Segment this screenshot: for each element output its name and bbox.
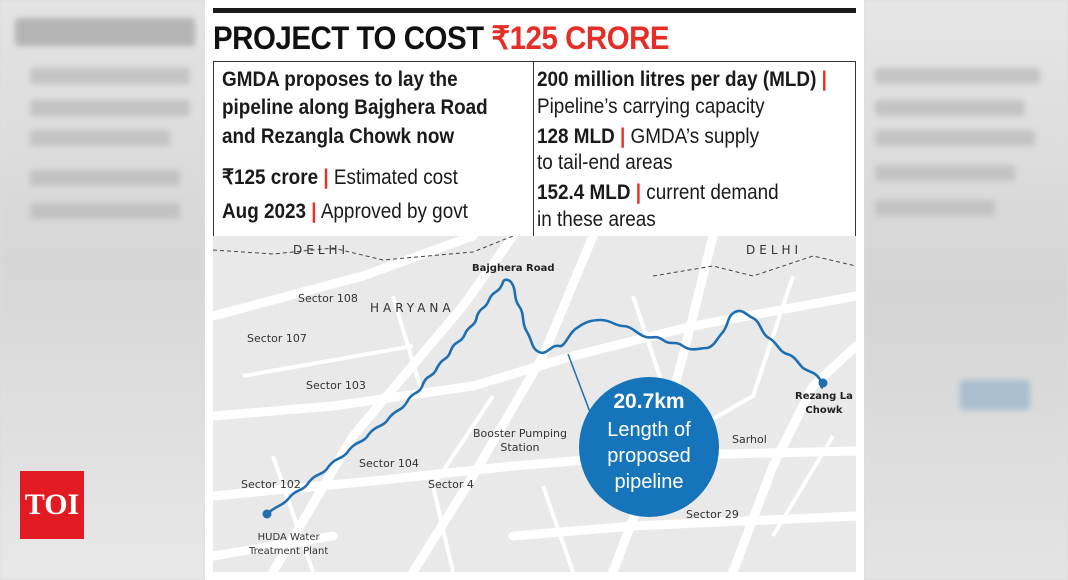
background-blur (30, 68, 190, 84)
headline-line-1: GMDA proposes to lay the (222, 68, 458, 91)
separator: | (635, 181, 642, 204)
map-graphic (213, 236, 856, 572)
fact-capacity-value: 200 million litres per day (MLD) (537, 68, 817, 91)
separator: | (821, 68, 827, 91)
headline-line-3: and Rezangla Chowk now (222, 125, 455, 148)
huda-plant-label: HUDA Water Treatment Plant (249, 531, 328, 559)
fact-capacity-label: Pipeline’s carrying capacity (537, 95, 765, 118)
fact-supply-value: 128 MLD (537, 125, 615, 148)
sector-29-label: Sector 29 (686, 508, 739, 521)
sector-104-label: Sector 104 (359, 457, 419, 470)
fact-approval-label: Approved by govt (320, 200, 468, 223)
state-border-right (652, 255, 856, 277)
toi-logo: TOI (20, 471, 84, 539)
delhi-label-left: DELHI (293, 243, 350, 257)
background-blur (875, 130, 1035, 146)
rezang-line-2: Chowk (805, 405, 843, 416)
bajghera-road-label: Bajghera Road (472, 263, 555, 274)
sector-103-label: Sector 103 (306, 379, 366, 392)
sector-107-label: Sector 107 (247, 332, 307, 345)
background-right (864, 0, 1068, 580)
sector-4-label: Sector 4 (428, 478, 474, 491)
huda-line-1: HUDA Water (257, 532, 320, 543)
infographic-panel: PROJECT TO COST ₹125 CRORE GMDA proposes… (205, 0, 864, 580)
fact-demand-label-2: in these areas (537, 208, 656, 231)
separator: | (311, 200, 317, 223)
separator: | (619, 125, 626, 148)
column-divider (533, 62, 534, 237)
info-box: GMDA proposes to lay the pipeline along … (213, 61, 856, 237)
fact-supply: 128 MLD | GMDA’s supply (537, 123, 759, 150)
delhi-label-right: DELHI (746, 243, 803, 257)
huda-line-2: Treatment Plant (249, 546, 329, 557)
booster-station-label: Booster Pumping Station (473, 427, 567, 455)
background-blur (30, 170, 180, 186)
separator: | (323, 166, 329, 189)
haryana-label: HARYANA (370, 301, 455, 315)
pipeline-route (266, 278, 824, 515)
fact-cost-value: ₹125 crore (222, 166, 319, 189)
callout-line-2: proposed (607, 445, 691, 467)
sector-108-label: Sector 108 (298, 292, 358, 305)
top-rule (213, 8, 856, 13)
headline-line-2: pipeline along Bajghera Road (222, 96, 488, 119)
background-blur (30, 130, 170, 146)
fact-approval-value: Aug 2023 (222, 200, 307, 223)
fact-capacity: 200 million litres per day (MLD) | (537, 66, 827, 93)
booster-line-2: Station (500, 441, 540, 454)
callout-line-1: Length of (607, 419, 691, 441)
fact-supply-label: GMDA’s supply (630, 125, 760, 148)
fact-demand-label: current demand (646, 181, 779, 204)
callout-value: 20.7km (613, 390, 685, 413)
background-blur (875, 68, 1040, 84)
pipeline-map: DELHI DELHI HARYANA Bajghera Road Sector… (213, 236, 856, 572)
title-main: PROJECT TO COST (213, 20, 492, 56)
fact-demand-value: 152.4 MLD (537, 181, 631, 204)
roads (213, 236, 856, 572)
fact-cost: ₹125 crore | Estimated cost (222, 164, 458, 191)
callout-line-3: pipeline (614, 471, 684, 493)
rezang-line-1: Rezang La (795, 391, 853, 402)
fact-cost-label: Estimated cost (333, 166, 458, 189)
fact-demand: 152.4 MLD | current demand (537, 179, 779, 206)
state-border-left (213, 236, 514, 261)
background-blur (875, 200, 995, 216)
rezang-chowk-marker (818, 378, 828, 388)
rezang-la-chowk-label: Rezang La Chowk (795, 390, 853, 418)
background-blur (15, 18, 195, 46)
background-blur (875, 165, 1015, 181)
fact-approval: Aug 2023 | Approved by govt (222, 198, 468, 225)
infographic-title: PROJECT TO COST ₹125 CRORE (213, 18, 670, 58)
huda-plant-marker (262, 509, 272, 519)
background-blur (960, 380, 1030, 410)
sector-102-label: Sector 102 (241, 478, 301, 491)
minor-roads (242, 275, 835, 572)
callout-text: Length of proposed pipeline (579, 417, 719, 495)
background-blur (30, 203, 180, 219)
background-blur (875, 100, 1025, 116)
fact-supply-label-2: to tail-end areas (537, 151, 673, 174)
booster-line-1: Booster Pumping (473, 427, 567, 440)
background-blur (30, 100, 190, 116)
pipeline-length-callout: 20.7km Length of proposed pipeline (579, 377, 719, 517)
title-accent: ₹125 CRORE (491, 20, 670, 56)
sarhol-label: Sarhol (732, 433, 767, 446)
